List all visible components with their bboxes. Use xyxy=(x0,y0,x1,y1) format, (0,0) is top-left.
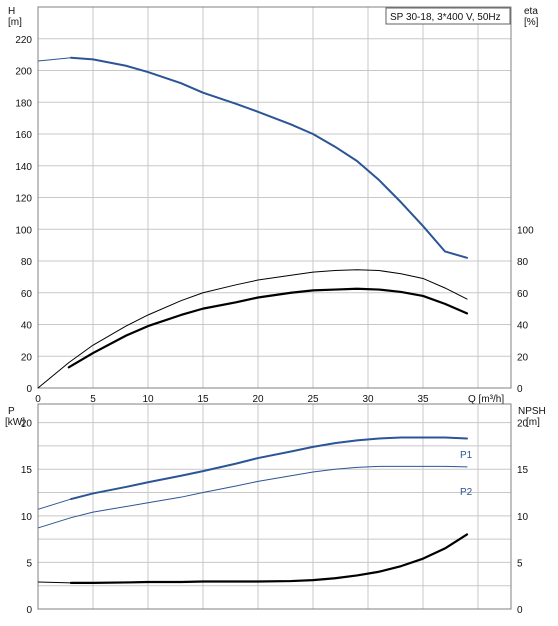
p2-curve-extension xyxy=(37,517,72,529)
bottom-y-tick-left: 10 xyxy=(21,512,33,523)
bottom-y-tick-left: 20 xyxy=(21,419,33,430)
npsh-curve-extension xyxy=(37,581,72,584)
top-x-tick: 30 xyxy=(362,394,374,405)
top-y-ticks-right: 0 20 40 60 80 100 xyxy=(517,225,534,395)
bottom-y-tick-left: 15 xyxy=(21,465,33,476)
bottom-ylabel-right: NPSH xyxy=(518,406,546,417)
head-curve xyxy=(70,56,468,259)
head-curve-extension xyxy=(37,57,72,62)
bottom-plot-frame xyxy=(37,403,512,610)
bottom-y-tick-right: 5 xyxy=(517,558,523,569)
top-plot-frame xyxy=(37,6,512,389)
top-x-tick: 35 xyxy=(417,394,429,405)
top-series xyxy=(37,56,469,389)
top-y-tick-left: 60 xyxy=(21,289,33,300)
bottom-y-tick-left: 5 xyxy=(26,558,32,569)
p2-label: P2 xyxy=(460,487,473,498)
top-y-tick-left: 120 xyxy=(15,194,32,205)
top-y-tick-left: 200 xyxy=(15,67,32,78)
top-y-tick-right: 0 xyxy=(517,384,523,395)
top-y-tick-left: 40 xyxy=(21,321,33,332)
top-y-tick-left: 100 xyxy=(15,225,32,236)
top-xlabel: Q [m³/h] xyxy=(468,394,504,405)
top-y-tick-left: 140 xyxy=(15,162,32,173)
top-y-tick-right: 20 xyxy=(517,352,529,363)
top-y-tick-right: 80 xyxy=(517,257,529,268)
top-grid xyxy=(38,7,511,388)
top-y-tick-left: 20 xyxy=(21,352,33,363)
bottom-ylabel-left-unit: [kW] xyxy=(5,417,25,428)
bottom-grid xyxy=(38,404,511,609)
bottom-panel: 0 5 10 15 20 0 5 10 15 20 P [kW] NPSH [m] P1 P2 xyxy=(5,403,546,616)
p2-curve xyxy=(70,465,468,519)
top-y-tick-left: 80 xyxy=(21,257,33,268)
bottom-y-tick-right: 0 xyxy=(517,605,523,616)
p1-curve xyxy=(70,436,468,501)
bottom-y-tick-right: 10 xyxy=(517,512,529,523)
top-x-tick: 25 xyxy=(307,394,319,405)
top-x-tick: 20 xyxy=(252,394,264,405)
top-ylabel-left-unit: [m] xyxy=(8,17,22,28)
top-y-tick-right: 100 xyxy=(517,225,534,236)
bottom-y-tick-right: 15 xyxy=(517,465,529,476)
p1-label: P1 xyxy=(460,450,473,461)
bottom-series xyxy=(37,436,469,585)
bottom-y-tick-right: 20 xyxy=(517,419,529,430)
npsh-curve xyxy=(69,533,469,585)
bottom-ylabel-right-unit: [m] xyxy=(526,417,540,428)
top-x-ticks: 0 5 10 15 20 25 30 35 xyxy=(35,394,429,405)
top-x-tick: 10 xyxy=(142,394,154,405)
top-x-tick: 5 xyxy=(90,394,96,405)
p1-curve-extension xyxy=(37,498,72,510)
top-y-tick-left: 180 xyxy=(15,98,32,109)
title-box xyxy=(385,7,511,25)
bottom-ylabel-left: P xyxy=(8,406,15,417)
top-y-tick-left: 160 xyxy=(15,130,32,141)
top-y-tick-left: 220 xyxy=(15,35,32,46)
top-y-ticks-left: 0 20 40 60 80 100 120 140 160 180 200 220 xyxy=(15,35,32,395)
bottom-y-ticks-right: 0 5 10 15 20 xyxy=(517,419,529,616)
top-ylabel-right-unit: [%] xyxy=(524,17,539,28)
bottom-y-ticks-left: 0 5 10 15 20 xyxy=(21,419,33,616)
chart-title: SP 30-18, 3*400 V, 50Hz xyxy=(390,12,501,23)
top-x-tick: 0 xyxy=(35,394,41,405)
top-ylabel-right: eta xyxy=(524,6,538,17)
eta-total-curve xyxy=(37,269,468,389)
top-y-tick-right: 60 xyxy=(517,289,529,300)
bottom-y-tick-left: 0 xyxy=(26,605,32,616)
top-ylabel-left: H xyxy=(8,6,15,17)
top-y-tick-left: 0 xyxy=(26,384,32,395)
eta-pump-curve xyxy=(67,287,469,369)
top-y-tick-right: 40 xyxy=(517,321,529,332)
top-x-tick: 15 xyxy=(197,394,209,405)
